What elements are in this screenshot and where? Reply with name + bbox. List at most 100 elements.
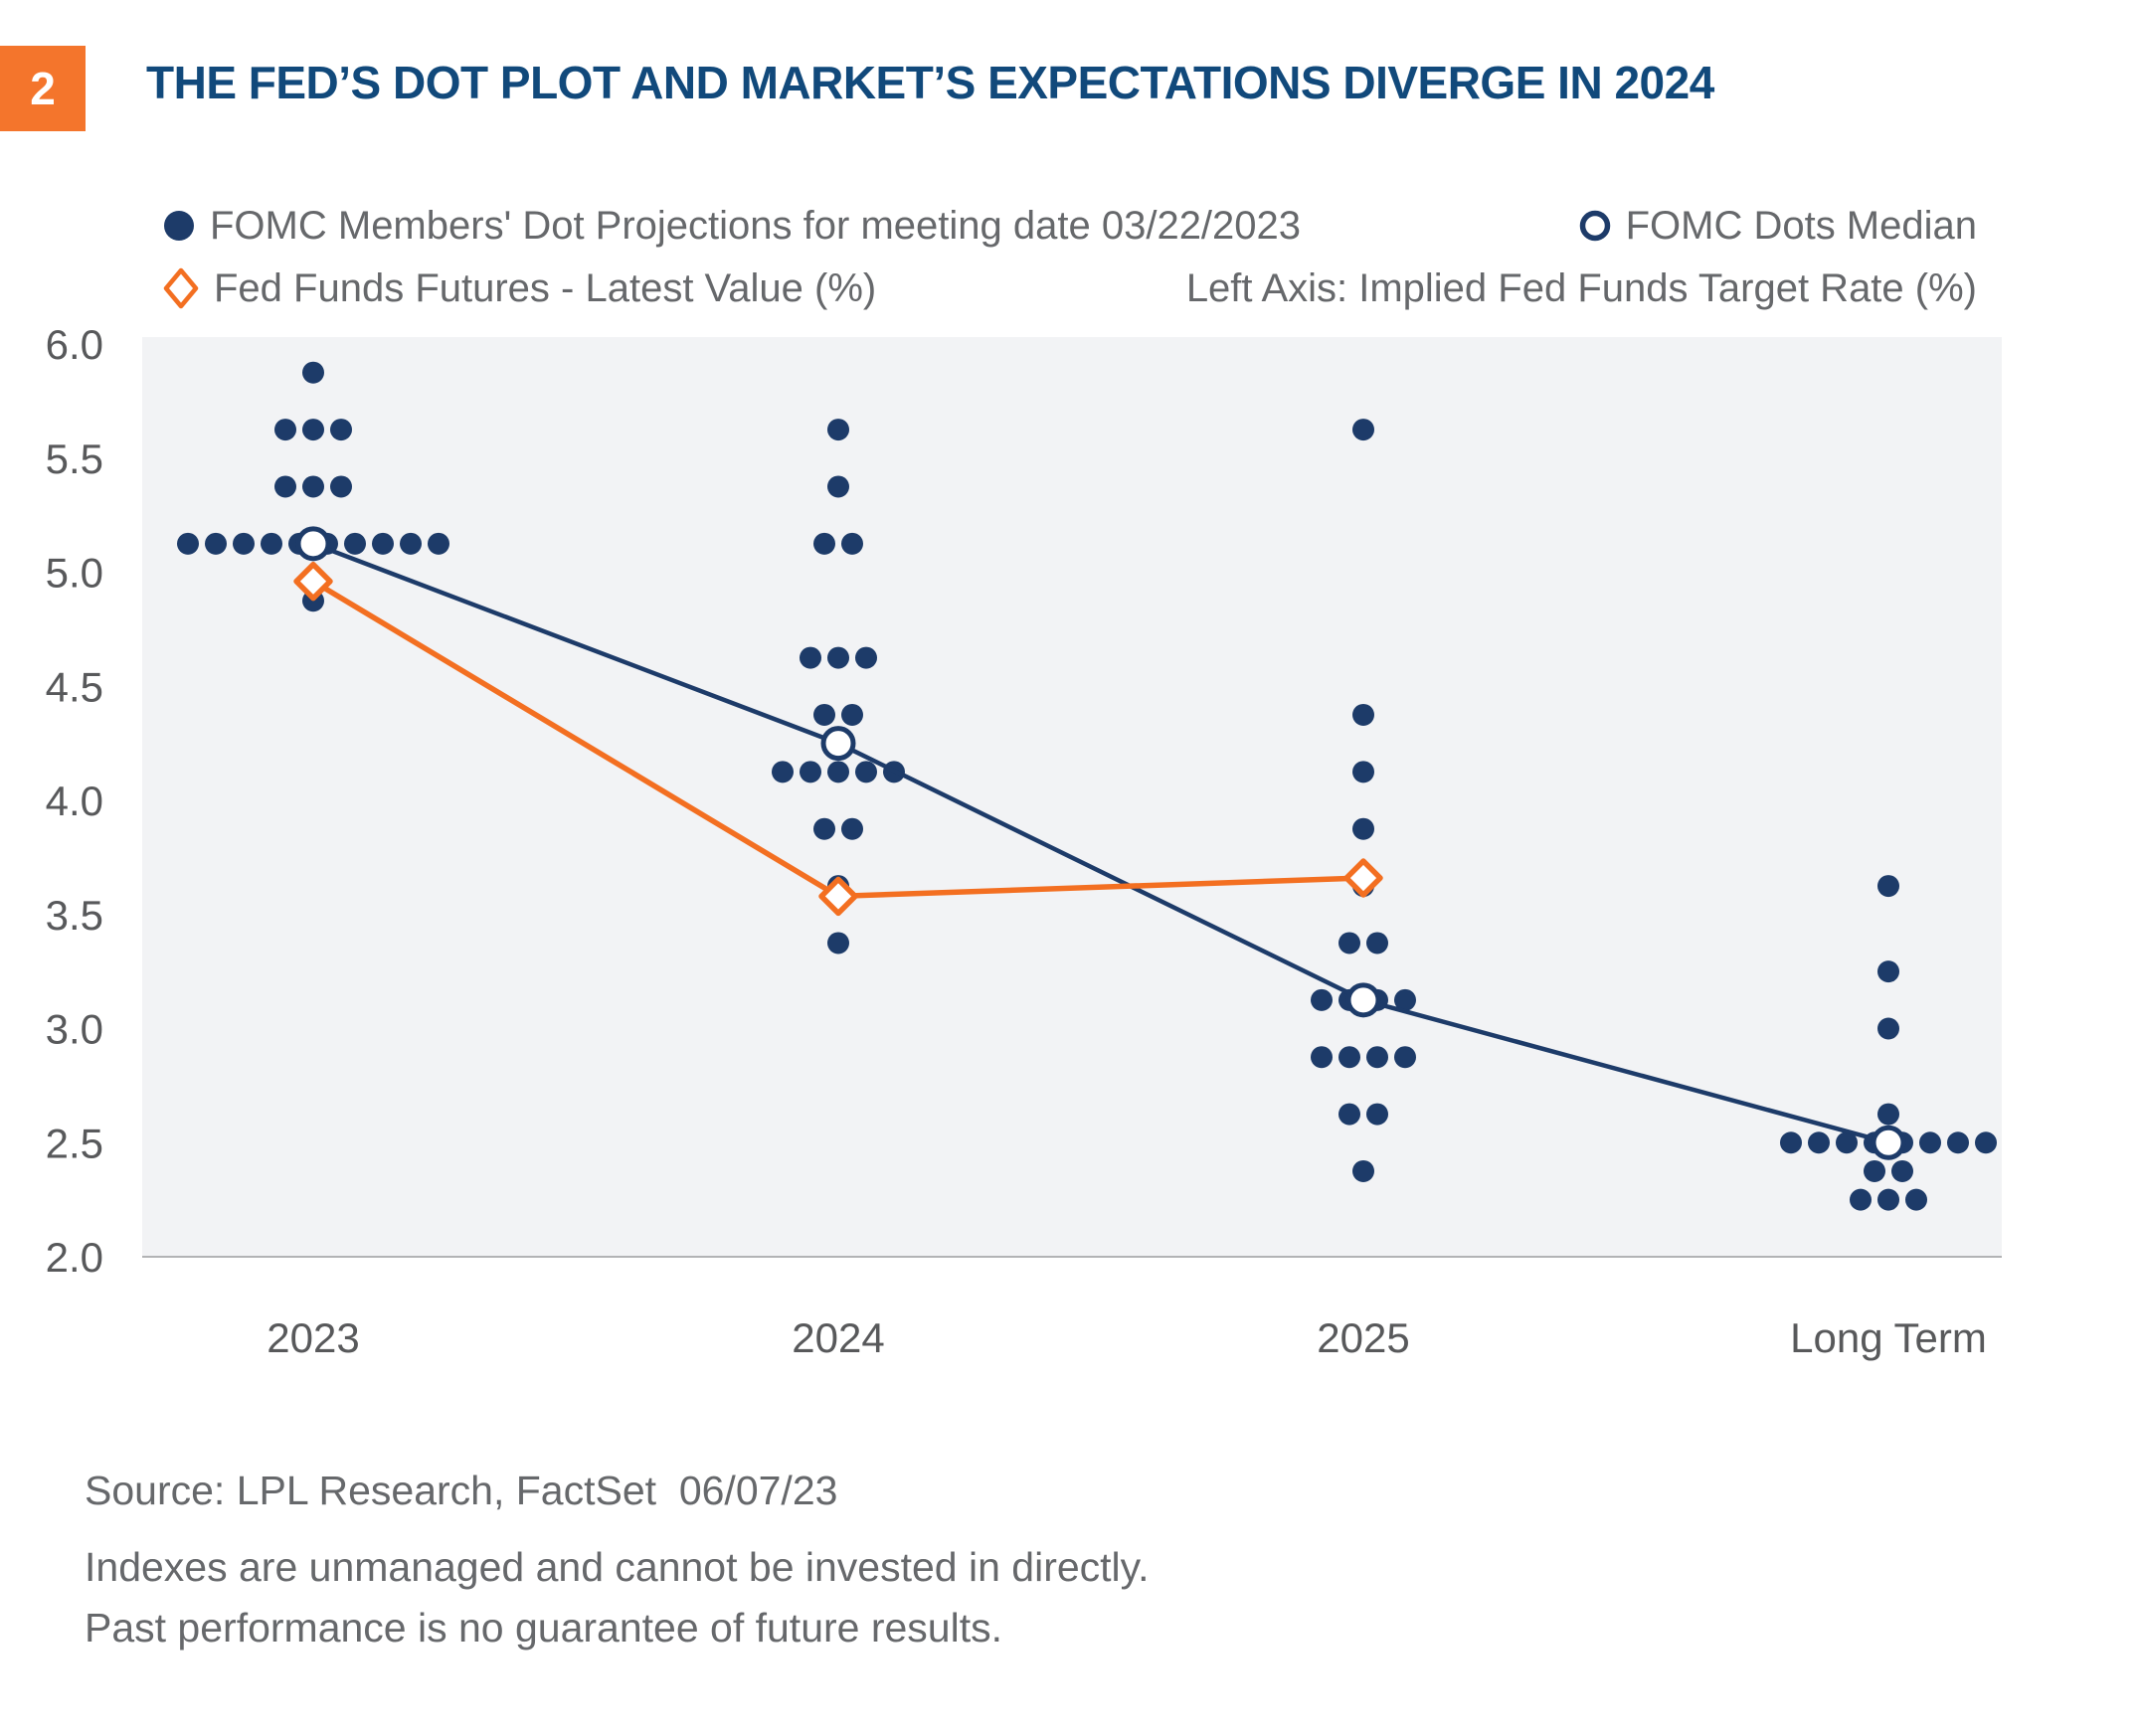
fomc-dot [1366,1103,1388,1126]
legend-label-fed-funds-futures: Fed Funds Futures - Latest Value (%) [214,266,877,310]
legend-label-fomc-median: FOMC Dots Median [1625,204,1977,248]
y-tick-label: 5.5 [46,435,103,482]
fomc-dot [1947,1131,1969,1154]
fomc-dot [1877,960,1899,983]
fomc-dot [1352,419,1374,441]
fomc-median-marker [295,526,331,562]
fomc-dot [827,475,849,498]
legend-label-fomc-dots: FOMC Members' Dot Projections for meetin… [210,204,1302,248]
fomc-dot [344,532,366,555]
fomc-dot [1352,817,1374,840]
x-tick-label: 2025 [1317,1314,1409,1361]
x-tick-label: 2024 [792,1314,884,1361]
fomc-dot [841,817,863,840]
fomc-dot [1352,703,1374,726]
fomc-dot [1808,1131,1830,1154]
fomc-dot [827,761,849,783]
fomc-dot [1366,1046,1388,1069]
fomc-dot [274,475,296,498]
left-axis-note-label: Left Axis: Implied Fed Funds Target Rate… [1185,266,1977,310]
fomc-dot [813,532,835,555]
fomc-dot [302,361,324,384]
y-tick-label: 4.5 [46,663,103,710]
fomc-dot [1352,761,1374,783]
y-tick-label: 3.5 [46,892,103,939]
y-tick-label: 3.0 [46,1006,103,1053]
fomc-dot [177,532,199,555]
legend-item-fomc-dots: FOMC Members' Dot Projections for meetin… [162,204,1301,248]
fomc-dot [841,532,863,555]
open-diamond-legend-icon [162,266,200,310]
fomc-median-marker [820,726,856,762]
fomc-dot [1836,1131,1858,1154]
fomc-median-line [312,541,1889,1145]
legend-item-fed-funds-futures: Fed Funds Futures - Latest Value (%) [162,266,876,310]
left-axis-note: Left Axis: Implied Fed Funds Target Rate… [1186,266,1977,310]
fomc-dot [827,646,849,669]
fomc-dot [261,532,282,555]
fomc-dot [205,532,227,555]
fomc-dot [1891,1159,1913,1182]
y-tick-label: 6.0 [46,321,103,368]
fomc-dot [1311,1046,1333,1069]
fomc-dot [1311,988,1333,1011]
fomc-dot [800,761,821,783]
fomc-dot [1338,932,1360,955]
fomc-dot [400,532,422,555]
fomc-dot [274,419,296,441]
fomc-dot [1780,1131,1802,1154]
source-line: Source: LPL Research, FactSet 06/07/23 [85,1468,838,1513]
chart-title: THE FED’S DOT PLOT AND MARKET’S EXPECTAT… [146,57,1714,108]
fomc-median-marker [1871,1125,1906,1160]
fomc-dot [1877,1103,1899,1126]
disclaimer-line-1: Indexes are unmanaged and cannot be inve… [85,1544,1150,1590]
fomc-dot [827,932,849,955]
fomc-dot [1877,1188,1899,1211]
y-tick-label: 5.0 [46,550,103,597]
fomc-dot [813,817,835,840]
fomc-dot [813,703,835,726]
fomc-dot [330,475,352,498]
fomc-dot [1338,1103,1360,1126]
fomc-dot [428,532,449,555]
fomc-median-marker [1345,982,1381,1018]
fomc-dot [800,646,821,669]
disclaimer-line-2: Past performance is no guarantee of futu… [85,1605,1003,1650]
fomc-dot [841,703,863,726]
fed-funds-futures-marker [293,561,333,602]
x-tick-label: Long Term [1790,1314,1987,1361]
fomc-dot [1850,1188,1872,1211]
fomc-dot [330,419,352,441]
fomc-dot [1975,1131,1997,1154]
fomc-dot [372,532,394,555]
fomc-dot [1394,988,1416,1011]
fomc-dot [1877,875,1899,898]
fed-funds-futures-marker [1343,858,1383,898]
fomc-dot [1366,932,1388,955]
fomc-dot [772,761,794,783]
fed-funds-futures-marker [818,876,858,917]
fomc-dot [302,475,324,498]
figure-number-badge: 2 [0,46,86,131]
fomc-dot [1919,1131,1941,1154]
fomc-dot [1338,1046,1360,1069]
fomc-dot [302,419,324,441]
fomc-dot [855,646,877,669]
y-tick-label: 2.0 [46,1234,103,1281]
y-tick-label: 4.0 [46,778,103,824]
open-circle-legend-icon [1578,209,1612,243]
plot-area [142,337,2002,1257]
fomc-dot [1864,1159,1885,1182]
fomc-dot [1394,1046,1416,1069]
y-tick-label: 2.5 [46,1120,103,1166]
x-tick-label: 2023 [267,1314,359,1361]
fomc-dot [1877,1017,1899,1040]
fomc-dot [233,532,255,555]
fomc-dot [1352,1159,1374,1182]
fomc-dot [1905,1188,1927,1211]
legend-item-fomc-median: FOMC Dots Median [1578,204,1977,248]
fomc-dot [827,419,849,441]
filled-dot-legend-icon [162,209,196,243]
